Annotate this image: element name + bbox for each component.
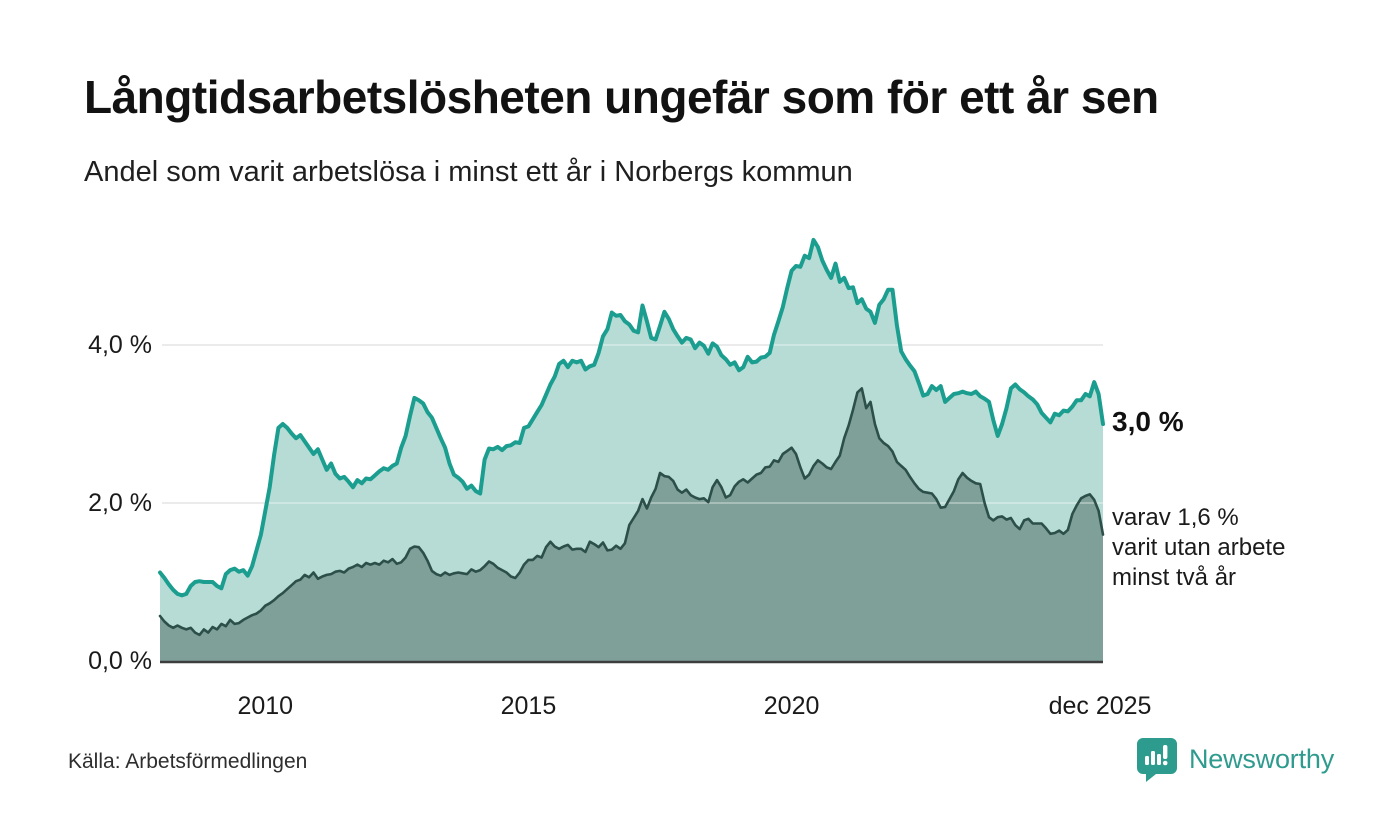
page-subtitle: Andel som varit arbetslösa i minst ett å…	[84, 156, 853, 188]
line-two-years	[158, 387, 1105, 637]
x-tick-label: 2015	[500, 692, 557, 720]
page-title: Långtidsarbetslösheten ungefär som för e…	[84, 71, 1159, 123]
annotation-line: varav 1,6 %	[1112, 503, 1239, 531]
newsworthy-logo-icon	[1136, 738, 1177, 782]
x-tick-label: 2020	[763, 692, 820, 720]
bar-icon	[1150, 751, 1155, 765]
newsworthy-wordmark: Newsworthy	[1188, 743, 1334, 774]
source-credit: Källa: Arbetsförmedlingen	[68, 750, 308, 773]
end-value-label: 3,0 %	[1112, 406, 1184, 437]
annotation-line: varit utan arbete	[1112, 533, 1286, 561]
bar-icon	[1156, 754, 1161, 765]
y-tick-label: 4,0 %	[88, 331, 152, 359]
y-tick-label: 0,0 %	[88, 647, 152, 675]
y-tick-label: 2,0 %	[88, 489, 152, 517]
bar-icon	[1144, 756, 1149, 765]
end-sub-annotation: varav 1,6 % varit utan arbete minst två …	[1112, 503, 1285, 593]
newsworthy-brand: Newsworthy	[1135, 736, 1334, 782]
exclamation-dot-icon	[1162, 760, 1168, 766]
exclamation-icon	[1162, 745, 1168, 759]
annotation-line: minst två år	[1112, 563, 1237, 591]
x-tick-label: dec 2025	[1048, 692, 1152, 720]
x-tick-label: 2010	[237, 692, 294, 720]
area-fill-two-years	[160, 388, 1103, 661]
line-one-year	[158, 237, 1105, 598]
